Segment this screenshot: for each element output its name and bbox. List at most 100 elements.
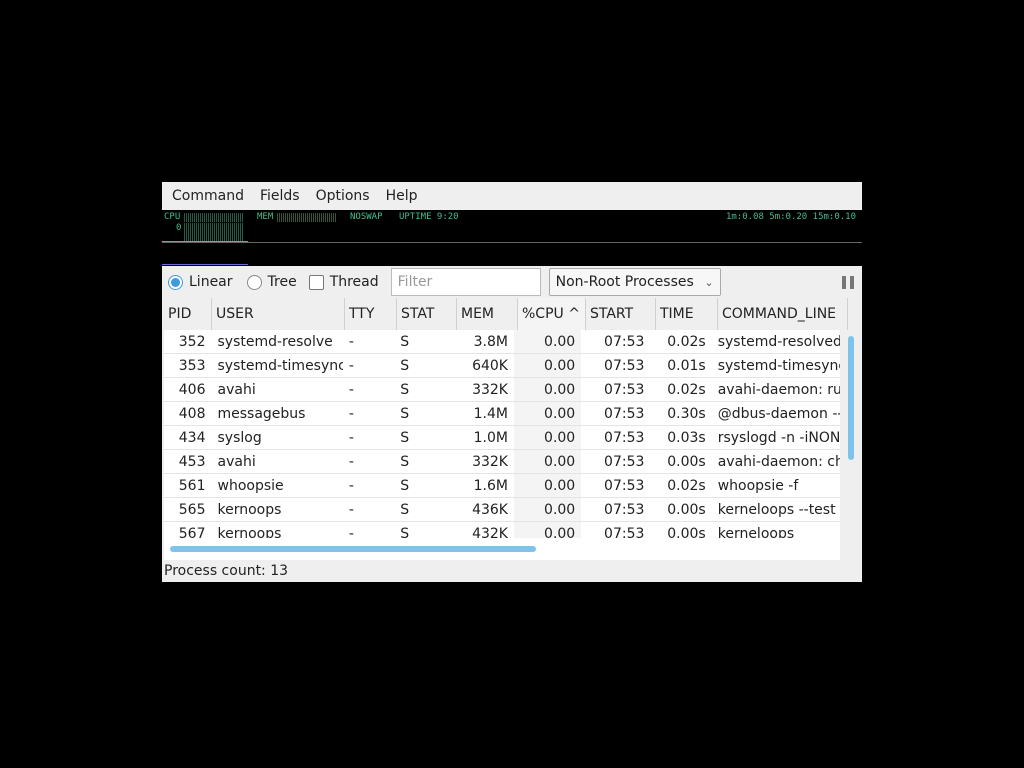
table-cell: 0.30s bbox=[667, 406, 706, 422]
filter-input[interactable] bbox=[390, 268, 541, 296]
column-header[interactable]: USER bbox=[212, 298, 345, 330]
mem-label: MEM bbox=[257, 212, 274, 222]
mem-meter bbox=[277, 213, 337, 222]
load-average: 1m:0.08 5m:0.20 15m:0.10 bbox=[725, 212, 856, 222]
table-cell: S bbox=[400, 358, 410, 374]
table-cell: systemd-resolved bbox=[717, 334, 840, 350]
table-cell: systemd-resolve bbox=[217, 334, 333, 350]
table-cell: 561 bbox=[178, 478, 206, 494]
table-cell: 0.03s bbox=[667, 430, 706, 446]
table-cell: 1.4M bbox=[473, 406, 508, 422]
process-filter-select[interactable]: Non-Root Processes ⌄ bbox=[548, 268, 721, 296]
table-row[interactable]: 565 kernoops - S 436K 0.00 07:53 0.00s kerneloop… bbox=[164, 498, 840, 522]
table-cell: 1.6M bbox=[473, 478, 508, 494]
table-cell: 0.02s bbox=[667, 382, 706, 398]
table-cell: 0.00 bbox=[513, 402, 582, 425]
chevron-down-icon: ⌄ bbox=[704, 275, 714, 289]
thread-checkbox[interactable]: Thread bbox=[301, 274, 379, 290]
table-cell: 432K bbox=[472, 526, 508, 538]
column-header[interactable]: %CPU ^ bbox=[518, 298, 586, 330]
table-row[interactable]: 353 systemd-timesync - S 640K 0.00 07:53 0.01s s… bbox=[164, 354, 840, 378]
table-cell: - bbox=[348, 334, 354, 350]
table-cell: rsyslogd -n -iNON bbox=[717, 430, 840, 446]
table-cell: @dbus-daemon -- bbox=[717, 406, 840, 422]
menu-options[interactable]: Options bbox=[315, 188, 370, 204]
table-cell: S bbox=[400, 334, 410, 350]
table-cell: 0.00 bbox=[513, 330, 582, 353]
table-cell: kerneloops bbox=[717, 526, 795, 538]
table-cell: - bbox=[348, 454, 354, 470]
table-cell: 436K bbox=[472, 502, 508, 518]
table-cell: 453 bbox=[178, 454, 206, 470]
table-cell: 332K bbox=[472, 382, 508, 398]
table-cell: 406 bbox=[178, 382, 206, 398]
table-cell: - bbox=[348, 382, 354, 398]
table-cell: 07:53 bbox=[604, 478, 645, 494]
table-cell: 332K bbox=[472, 454, 508, 470]
table-cell: 1.0M bbox=[473, 430, 508, 446]
table-cell: 07:53 bbox=[604, 502, 645, 518]
thread-label: Thread bbox=[329, 274, 379, 290]
linear-radio[interactable]: Linear bbox=[162, 274, 233, 290]
vertical-scrollbar[interactable] bbox=[848, 336, 854, 460]
table-cell: S bbox=[400, 382, 410, 398]
cpu-history bbox=[184, 223, 244, 241]
table-cell: 0.02s bbox=[667, 334, 706, 350]
table-cell: 07:53 bbox=[604, 334, 645, 350]
cpu-line bbox=[162, 241, 248, 242]
column-header[interactable]: STAT bbox=[397, 298, 457, 330]
table-cell: 0.00s bbox=[667, 526, 706, 538]
table-cell: - bbox=[348, 526, 354, 538]
process-table: 352 systemd-resolve - S 3.8M 0.00 07:53 0.02s sy… bbox=[164, 330, 840, 538]
column-header[interactable]: TTY bbox=[345, 298, 397, 330]
table-cell: 434 bbox=[178, 430, 206, 446]
table-cell: 07:53 bbox=[604, 406, 645, 422]
column-header[interactable]: START bbox=[586, 298, 656, 330]
table-row[interactable]: 434 syslog - S 1.0M 0.00 07:53 0.03s rsyslogd -n… bbox=[164, 426, 840, 450]
table-cell: avahi-daemon: ch bbox=[717, 454, 840, 470]
column-header[interactable]: MEM bbox=[457, 298, 518, 330]
table-row[interactable]: 561 whoopsie - S 1.6M 0.00 07:53 0.02s whoopsie … bbox=[164, 474, 840, 498]
column-header[interactable]: TIME bbox=[656, 298, 718, 330]
table-header: PID USER TTY STAT MEM %CPU ^ START TIME COMMAND_… bbox=[164, 298, 848, 330]
cpu-value: 0 bbox=[176, 223, 182, 233]
table-cell: systemd-timesync bbox=[217, 358, 343, 374]
table-cell: 352 bbox=[178, 334, 206, 350]
menu-fields[interactable]: Fields bbox=[259, 188, 300, 204]
table-cell: 0.01s bbox=[667, 358, 706, 374]
menu-command[interactable]: Command bbox=[172, 188, 244, 204]
table-row[interactable]: 453 avahi - S 332K 0.00 07:53 0.00s avahi-daemon… bbox=[164, 450, 840, 474]
table-cell: whoopsie -f bbox=[717, 478, 799, 494]
swap-label: NOSWAP bbox=[350, 212, 383, 222]
table-row[interactable]: 352 systemd-resolve - S 3.8M 0.00 07:53 0.02s sy… bbox=[164, 330, 840, 354]
table-cell: kernoops bbox=[217, 526, 282, 538]
horizontal-scrollbar[interactable] bbox=[170, 546, 536, 552]
tree-radio[interactable]: Tree bbox=[237, 274, 297, 290]
graph-separator bbox=[162, 242, 862, 243]
table-cell: S bbox=[400, 502, 410, 518]
linear-label: Linear bbox=[189, 274, 233, 290]
table-cell: 353 bbox=[178, 358, 206, 374]
cpu-meter bbox=[184, 213, 244, 222]
table-cell: 07:53 bbox=[604, 454, 645, 470]
column-header[interactable]: PID bbox=[164, 298, 212, 330]
process-filter-value: Non-Root Processes bbox=[555, 274, 694, 290]
toolbar: Linear Tree Thread Non-Root Processes ⌄ bbox=[162, 266, 862, 298]
system-graph: CPU 0 MEM NOSWAP UPTIME 9:20 1m:0.08 5m:… bbox=[162, 210, 862, 266]
table-cell: - bbox=[348, 358, 354, 374]
column-header[interactable]: COMMAND_LINE bbox=[718, 298, 848, 330]
table-row[interactable]: 567 kernoops - S 432K 0.00 07:53 0.00s kerneloop… bbox=[164, 522, 840, 538]
checkbox-icon bbox=[308, 274, 324, 290]
table-cell: 0.00s bbox=[667, 454, 706, 470]
table-row[interactable]: 406 avahi - S 332K 0.00 07:53 0.02s avahi-daemon… bbox=[164, 378, 840, 402]
tree-label: Tree bbox=[267, 274, 297, 290]
table-cell: 640K bbox=[472, 358, 508, 374]
table-cell: 0.00s bbox=[667, 502, 706, 518]
pause-button[interactable] bbox=[842, 276, 854, 289]
radio-icon bbox=[246, 274, 262, 290]
table-cell: S bbox=[400, 406, 410, 422]
menu-help[interactable]: Help bbox=[385, 188, 418, 204]
table-cell: S bbox=[400, 478, 410, 494]
table-row[interactable]: 408 messagebus - S 1.4M 0.00 07:53 0.30s @dbus-d… bbox=[164, 402, 840, 426]
process-viewer-window: Command Fields Options Help CPU 0 MEM NO… bbox=[162, 182, 862, 582]
